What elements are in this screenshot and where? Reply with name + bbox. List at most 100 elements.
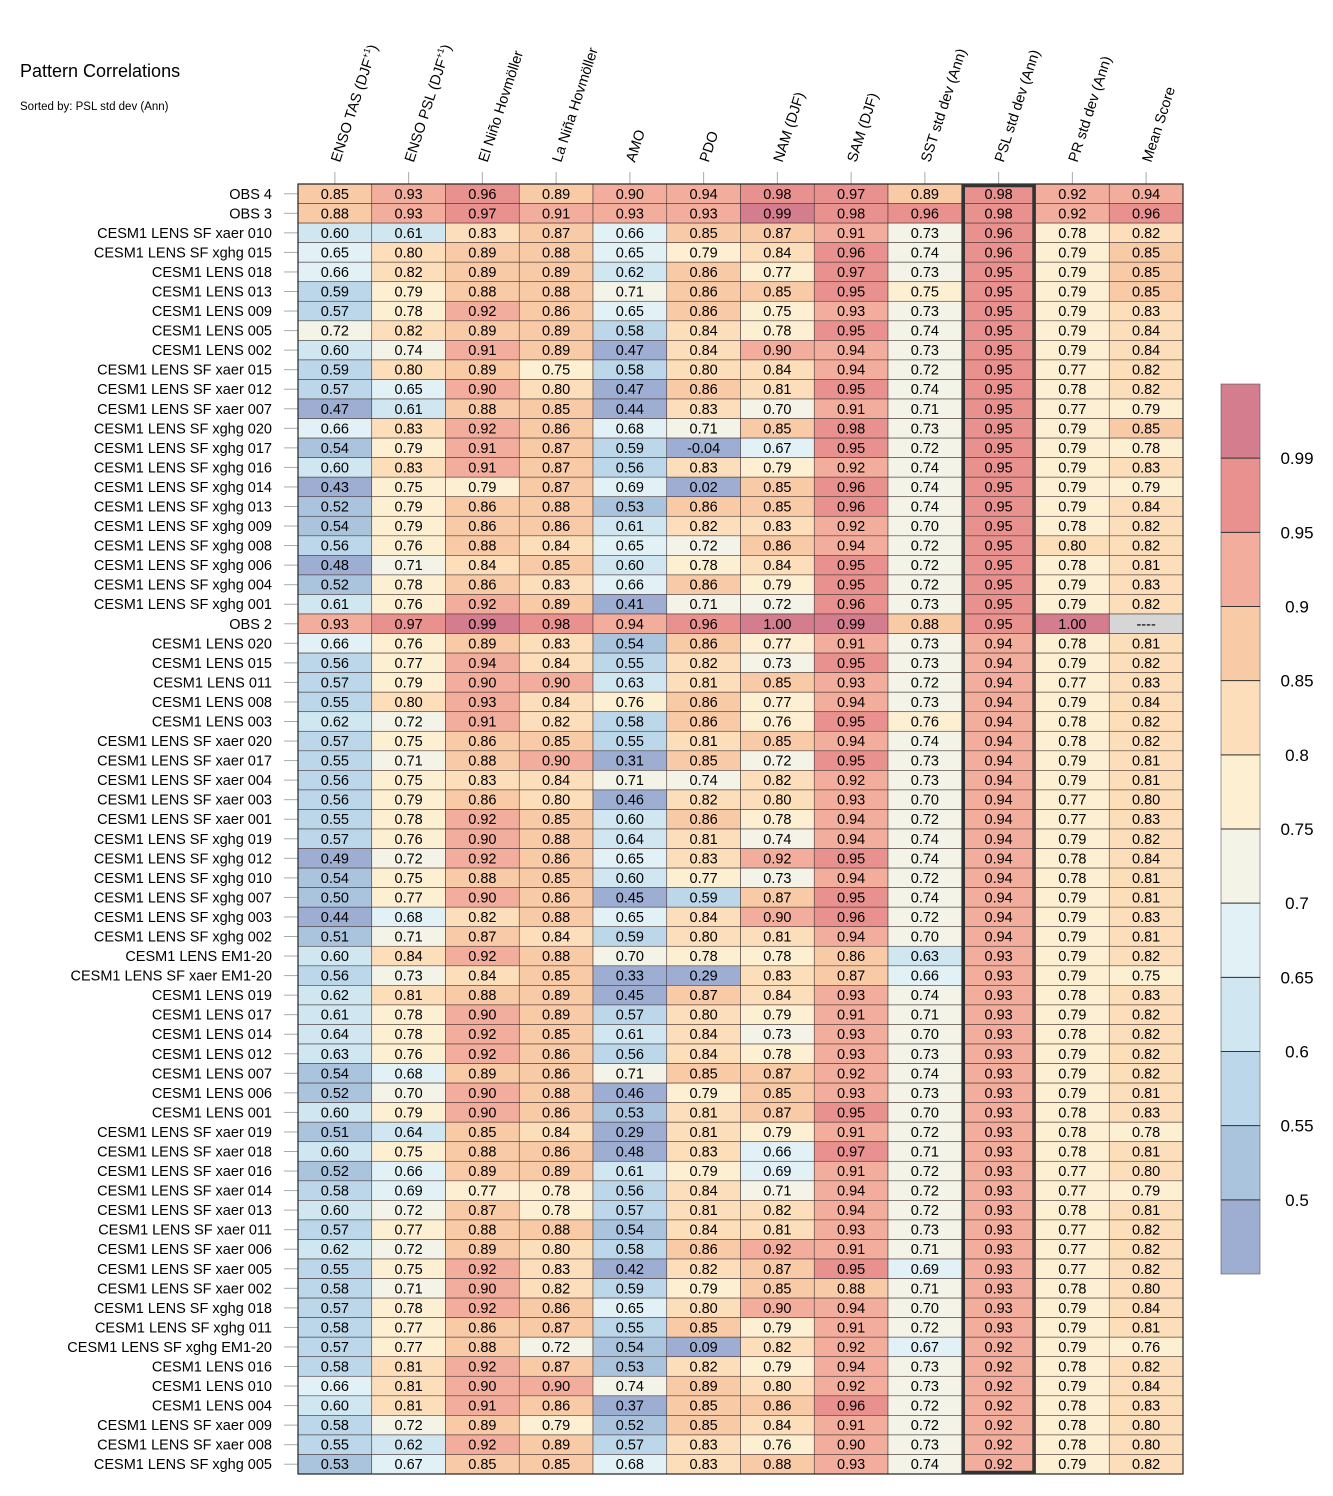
cell-value: 0.79 — [1058, 949, 1086, 965]
cell-value: 0.84 — [690, 1027, 718, 1043]
cell-value: 0.92 — [468, 851, 496, 867]
cell-value: 0.94 — [837, 1301, 865, 1317]
cell-value: 0.80 — [1132, 1164, 1160, 1180]
cell-value: 0.73 — [911, 421, 939, 437]
cell-value: 0.82 — [395, 265, 423, 281]
cell-value: 0.94 — [985, 832, 1013, 848]
cell-value: 0.78 — [395, 1301, 423, 1317]
cell-value: 0.82 — [690, 519, 718, 535]
cell-value: 0.42 — [616, 1262, 644, 1278]
cell-value: 0.78 — [1058, 1027, 1086, 1043]
row-label: CESM1 LENS EM1-20 — [125, 949, 272, 965]
cell-value: 0.93 — [985, 1145, 1013, 1161]
cell-value: 0.09 — [690, 1340, 718, 1356]
cell-value: 0.57 — [321, 1340, 349, 1356]
cell-value: 0.78 — [395, 578, 423, 594]
cell-value: 0.63 — [616, 675, 644, 691]
cell-value: 0.73 — [911, 773, 939, 789]
cell-value: 0.89 — [542, 1438, 570, 1454]
cell-value: 0.95 — [985, 382, 1013, 398]
cell-value: 0.93 — [985, 1027, 1013, 1043]
cell-value: 0.79 — [542, 1418, 570, 1434]
cell-value: 0.68 — [395, 1066, 423, 1082]
cell-value: 0.83 — [763, 969, 791, 985]
cell-value: 0.73 — [911, 656, 939, 672]
cell-value: 0.74 — [616, 1379, 644, 1395]
cell-value: 0.79 — [395, 519, 423, 535]
cell-value: 0.80 — [1132, 1418, 1160, 1434]
row-label: OBS 3 — [229, 206, 272, 222]
cell-value: 0.80 — [763, 793, 791, 809]
cell-value: 0.92 — [468, 597, 496, 613]
cell-value: 0.92 — [468, 1262, 496, 1278]
cell-value: 0.57 — [616, 1008, 644, 1024]
cell-value: 0.79 — [690, 245, 718, 261]
cell-value: 0.71 — [616, 285, 644, 301]
cell-value: 0.88 — [468, 539, 496, 555]
cell-value: 0.83 — [395, 460, 423, 476]
row-label: CESM1 LENS SF xghg 017 — [94, 441, 272, 457]
cell-value: 0.89 — [542, 1008, 570, 1024]
cell-value: 0.78 — [1058, 558, 1086, 574]
cell-value: 0.83 — [468, 773, 496, 789]
cell-value: 0.66 — [321, 636, 349, 652]
cell-value: 0.79 — [395, 793, 423, 809]
cell-value: 0.81 — [690, 1203, 718, 1219]
cell-value: 0.94 — [985, 636, 1013, 652]
cell-value: 0.53 — [616, 500, 644, 516]
row-label: CESM1 LENS SF xaer 008 — [97, 1438, 272, 1454]
cell-value: 0.79 — [1132, 1184, 1160, 1200]
cell-value: 0.64 — [395, 1125, 423, 1141]
cell-value: 0.81 — [395, 1399, 423, 1415]
cell-value: 0.69 — [911, 1262, 939, 1278]
cell-value: 0.63 — [321, 1047, 349, 1063]
cell-value: 0.86 — [690, 304, 718, 320]
cell-value: 0.86 — [690, 578, 718, 594]
cell-value: 0.82 — [1132, 949, 1160, 965]
cell-value: 0.79 — [395, 441, 423, 457]
row-label: CESM1 LENS SF xghg 004 — [94, 578, 272, 594]
cell-value: 0.78 — [1058, 1203, 1086, 1219]
cell-value: 0.98 — [542, 617, 570, 633]
cell-value: 0.94 — [837, 871, 865, 887]
cell-value: 0.61 — [616, 519, 644, 535]
cell-value: 0.74 — [911, 500, 939, 516]
row-label: CESM1 LENS 001 — [152, 1105, 272, 1121]
row-label: CESM1 LENS 005 — [152, 324, 272, 340]
column-label: SAM (DJF) — [845, 91, 882, 164]
cell-value: 0.79 — [1058, 1320, 1086, 1336]
cell-value: 0.72 — [911, 578, 939, 594]
row-label: CESM1 LENS SF xaer 003 — [97, 793, 272, 809]
cell-value: 0.94 — [985, 656, 1013, 672]
cell-value: 0.96 — [837, 245, 865, 261]
cell-value: 0.55 — [321, 1438, 349, 1454]
cell-value: 0.84 — [542, 656, 570, 672]
cell-value: 0.94 — [985, 793, 1013, 809]
cell-value: 0.79 — [1058, 1086, 1086, 1102]
cell-value: 0.92 — [468, 1438, 496, 1454]
cell-value: 0.87 — [468, 1203, 496, 1219]
cell-value: 0.83 — [690, 402, 718, 418]
cell-value: 0.72 — [911, 441, 939, 457]
cell-value: 0.65 — [616, 851, 644, 867]
cell-value: 0.88 — [763, 1457, 791, 1473]
cell-value: 0.75 — [395, 480, 423, 496]
cell-value: 0.83 — [690, 851, 718, 867]
cell-value: 0.79 — [1058, 890, 1086, 906]
cell-value: 0.95 — [985, 519, 1013, 535]
cell-value: 0.95 — [837, 324, 865, 340]
cell-value: 0.86 — [542, 890, 570, 906]
row-label: CESM1 LENS SF xaer 007 — [97, 402, 272, 418]
cell-value: 0.94 — [837, 1184, 865, 1200]
cell-value: 0.79 — [1058, 910, 1086, 926]
cell-value: 0.95 — [985, 285, 1013, 301]
column-label: SST std dev (Ann) — [918, 47, 970, 164]
cell-value: 0.65 — [616, 245, 644, 261]
row-label: CESM1 LENS 020 — [152, 636, 272, 652]
cell-value: 0.95 — [985, 578, 1013, 594]
cell-value: 0.94 — [837, 812, 865, 828]
cell-value: 0.74 — [911, 890, 939, 906]
cell-value: 0.71 — [395, 558, 423, 574]
cell-value: 0.99 — [763, 206, 791, 222]
cell-value: 0.74 — [395, 343, 423, 359]
